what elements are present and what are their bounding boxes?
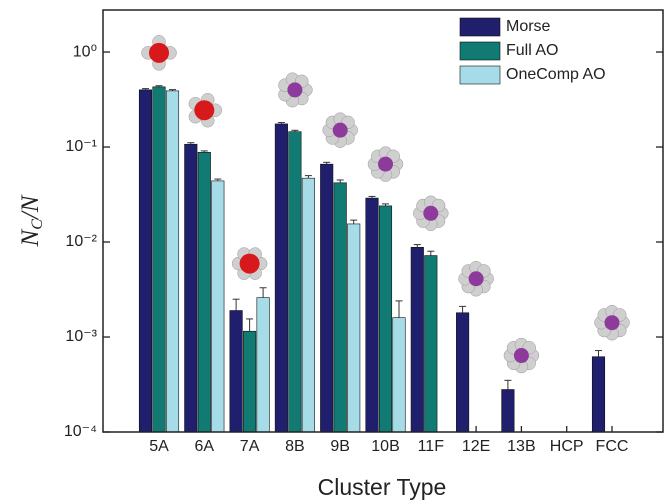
x-tick-label: 7A bbox=[240, 438, 260, 455]
legend-swatch bbox=[460, 18, 500, 36]
cluster-icon bbox=[413, 196, 448, 231]
bar bbox=[334, 183, 347, 432]
bar bbox=[166, 91, 179, 432]
chart: Cluster Type NC/N 10⁻⁴ 10⁻³ 10⁻² 10⁻¹ 10⁰ 5A 6… bbox=[0, 0, 666, 504]
x-tick-label: 6A bbox=[195, 438, 215, 455]
error-bar bbox=[246, 319, 253, 331]
atom-core bbox=[469, 271, 484, 286]
atom-core bbox=[514, 348, 529, 363]
cluster-icon bbox=[504, 338, 539, 373]
atom-core bbox=[423, 206, 438, 221]
x-tick-label: 9B bbox=[330, 438, 350, 455]
cluster-icon bbox=[368, 147, 403, 182]
bar bbox=[153, 87, 166, 432]
bar bbox=[302, 178, 315, 432]
x-tick-label: 12E bbox=[462, 438, 490, 455]
bar bbox=[243, 331, 256, 432]
x-tick-label: 10B bbox=[371, 438, 399, 455]
legend-label: OneComp AO bbox=[506, 66, 606, 83]
bar bbox=[425, 256, 438, 432]
error-bar bbox=[504, 380, 511, 389]
x-tick-label: 13B bbox=[507, 438, 535, 455]
bar bbox=[393, 318, 406, 432]
atom-core bbox=[287, 82, 302, 97]
bar bbox=[230, 311, 243, 432]
cluster-icon bbox=[278, 73, 312, 107]
y-tick-label: 10⁰ bbox=[73, 43, 97, 60]
bar bbox=[320, 164, 333, 432]
bar bbox=[456, 313, 469, 432]
legend-label: Morse bbox=[506, 18, 551, 35]
bar bbox=[185, 144, 198, 432]
bar bbox=[347, 224, 360, 432]
bar bbox=[592, 357, 605, 432]
error-bar bbox=[260, 288, 267, 298]
bar bbox=[139, 90, 152, 432]
y-tick-label: 10⁻² bbox=[65, 233, 97, 250]
y-label-rest: /N bbox=[17, 194, 44, 221]
x-axis-label: Cluster Type bbox=[318, 474, 447, 500]
x-tick-label: 8B bbox=[285, 438, 305, 455]
bar bbox=[257, 298, 270, 432]
atom-core bbox=[333, 123, 348, 138]
bar bbox=[366, 198, 379, 432]
y-tick-label: 10⁻¹ bbox=[65, 138, 97, 155]
bar bbox=[275, 124, 288, 432]
error-bar bbox=[595, 351, 602, 357]
cluster-icon bbox=[323, 113, 358, 148]
legend: Morse Full AO OneComp AO bbox=[460, 18, 606, 84]
legend-swatch bbox=[460, 42, 500, 60]
x-tick-label: HCP bbox=[550, 438, 584, 455]
y-axis-label: NC/N bbox=[17, 194, 46, 247]
error-bar bbox=[459, 306, 466, 312]
error-bar bbox=[337, 180, 344, 183]
bar bbox=[379, 206, 392, 432]
legend-swatch bbox=[460, 66, 500, 84]
y-tick-label: 10⁻³ bbox=[65, 328, 97, 345]
cluster-icon bbox=[232, 248, 267, 280]
bar bbox=[212, 181, 225, 432]
x-tick-label: 11F bbox=[418, 438, 445, 455]
cluster-icon bbox=[189, 93, 222, 127]
atom-core bbox=[378, 157, 393, 172]
y-tick-label: 10⁻⁴ bbox=[64, 423, 97, 440]
error-bar bbox=[233, 299, 240, 310]
legend-label: Full AO bbox=[506, 42, 558, 59]
error-bar bbox=[414, 245, 421, 248]
error-bar bbox=[350, 220, 357, 224]
error-bar bbox=[305, 176, 312, 179]
cluster-icon bbox=[142, 35, 177, 70]
x-tick-label: 5A bbox=[149, 438, 169, 455]
atom-core bbox=[194, 100, 214, 120]
bar bbox=[411, 247, 424, 432]
cluster-icon bbox=[459, 261, 494, 296]
atom-core bbox=[240, 254, 260, 274]
bar bbox=[198, 152, 211, 432]
y-label-n: N bbox=[17, 228, 44, 247]
y-label-sub: C bbox=[29, 219, 46, 230]
error-bar bbox=[382, 204, 389, 206]
x-tick-label: FCC bbox=[596, 438, 629, 455]
cluster-icon bbox=[595, 305, 630, 340]
error-bar bbox=[396, 301, 403, 318]
bar bbox=[289, 132, 302, 432]
atom-core bbox=[149, 43, 169, 63]
error-bar bbox=[427, 251, 434, 255]
bar bbox=[502, 390, 515, 432]
atom-core bbox=[605, 315, 620, 330]
